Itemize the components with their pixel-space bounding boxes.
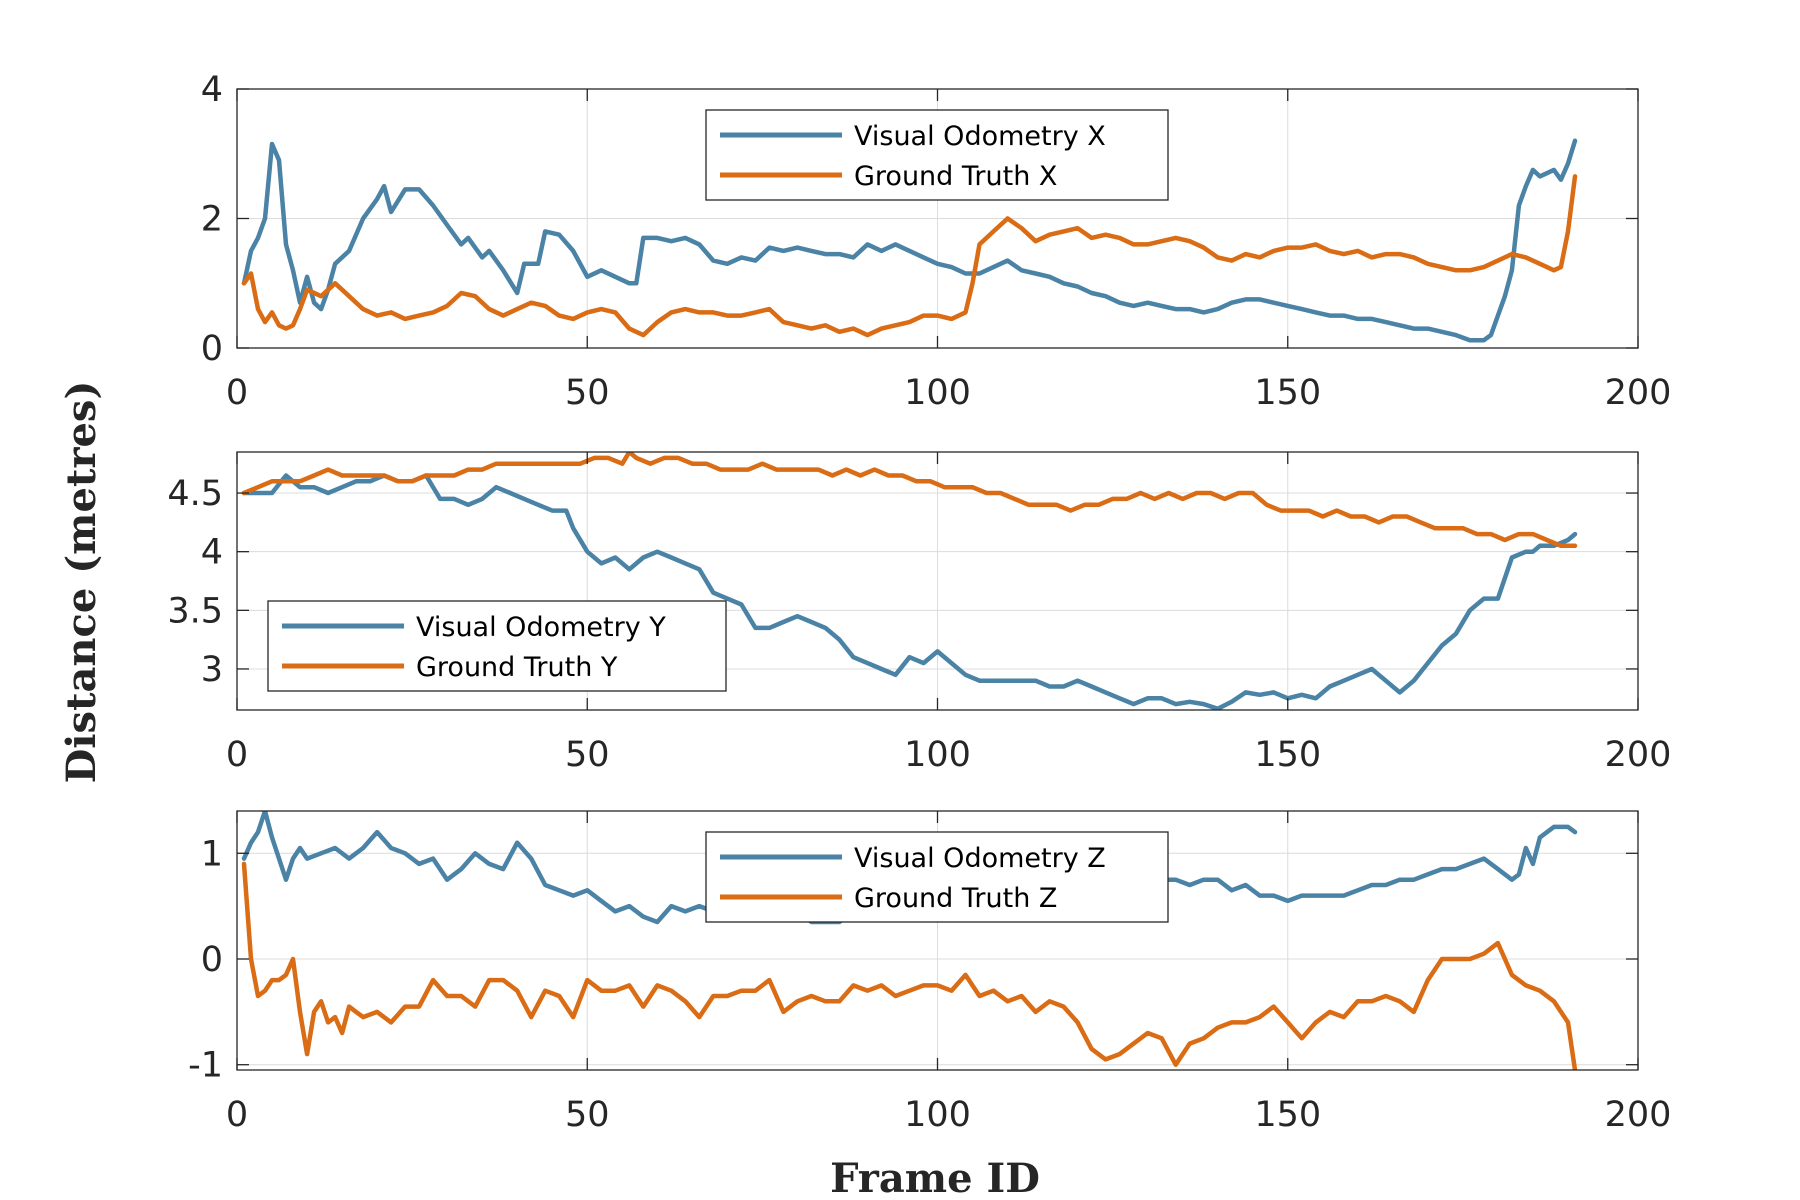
- legend-box: [267, 600, 727, 692]
- x-tick-label: 50: [565, 373, 610, 413]
- y-tick-label: 4: [201, 533, 223, 573]
- y-tick-label: 4: [201, 70, 223, 110]
- x-axis-label: Frame ID: [830, 1155, 1040, 1200]
- x-tick-label: 0: [226, 1095, 248, 1135]
- x-tick-label: 0: [226, 373, 248, 413]
- y-tick-label: 3: [201, 650, 223, 690]
- x-tick-label: 150: [1254, 735, 1321, 775]
- y-tick-label: 1: [201, 834, 223, 874]
- legend-label: Ground Truth X: [854, 161, 1057, 192]
- x-tick-label: 100: [904, 735, 971, 775]
- x-tick-label: 0: [226, 735, 248, 775]
- ground-truth-line-y: [241, 452, 1578, 549]
- legend-label: Ground Truth Y: [416, 652, 618, 683]
- y-tick-label: 2: [201, 200, 223, 240]
- ground-truth-line-x: [241, 174, 1578, 338]
- legend-label: Ground Truth Z: [854, 883, 1057, 914]
- x-tick-label: 200: [1605, 735, 1672, 775]
- x-tick-label: 100: [904, 1095, 971, 1135]
- x-tick-label: 100: [904, 373, 971, 413]
- y-tick-label: -1: [188, 1046, 223, 1086]
- panel-x: 0 50 100 150 200 0 2 4 Visual Odometry X Ground T…: [201, 70, 1672, 413]
- panel-z: 0 50 100 150 200-101 Visual Odometry ZGround …: [188, 810, 1672, 1135]
- legend-box: [705, 109, 1169, 201]
- ground-truth-line-z: [241, 861, 1578, 1070]
- x-tick-label: 150: [1254, 373, 1321, 413]
- legend-label: Visual Odometry Y: [416, 612, 666, 643]
- y-tick-label: 0: [201, 329, 223, 369]
- visual-odometry-line-y: [241, 473, 1578, 710]
- visual-odometry-line-x: [241, 138, 1578, 343]
- x-tick-label: 50: [565, 735, 610, 775]
- panel-y: 0 50 100 150 200 3 3.5 4 4.5 Visual Odometry Y Gro…: [167, 451, 1672, 775]
- y-tick-label: 0: [201, 940, 223, 980]
- y-tick-label: 4.5: [167, 474, 223, 514]
- x-tick-label: 200: [1605, 373, 1672, 413]
- legend-label: Visual Odometry X: [854, 121, 1106, 152]
- x-tick-label: 200: [1605, 1095, 1672, 1135]
- y-tick-label: 3.5: [167, 591, 223, 631]
- x-tick-label: 50: [565, 1095, 610, 1135]
- legend-box: [705, 831, 1169, 923]
- y-axis-label: Distance (metres): [58, 381, 105, 784]
- x-tick-label: 150: [1254, 1095, 1321, 1135]
- legend-label: Visual Odometry Z: [854, 843, 1106, 874]
